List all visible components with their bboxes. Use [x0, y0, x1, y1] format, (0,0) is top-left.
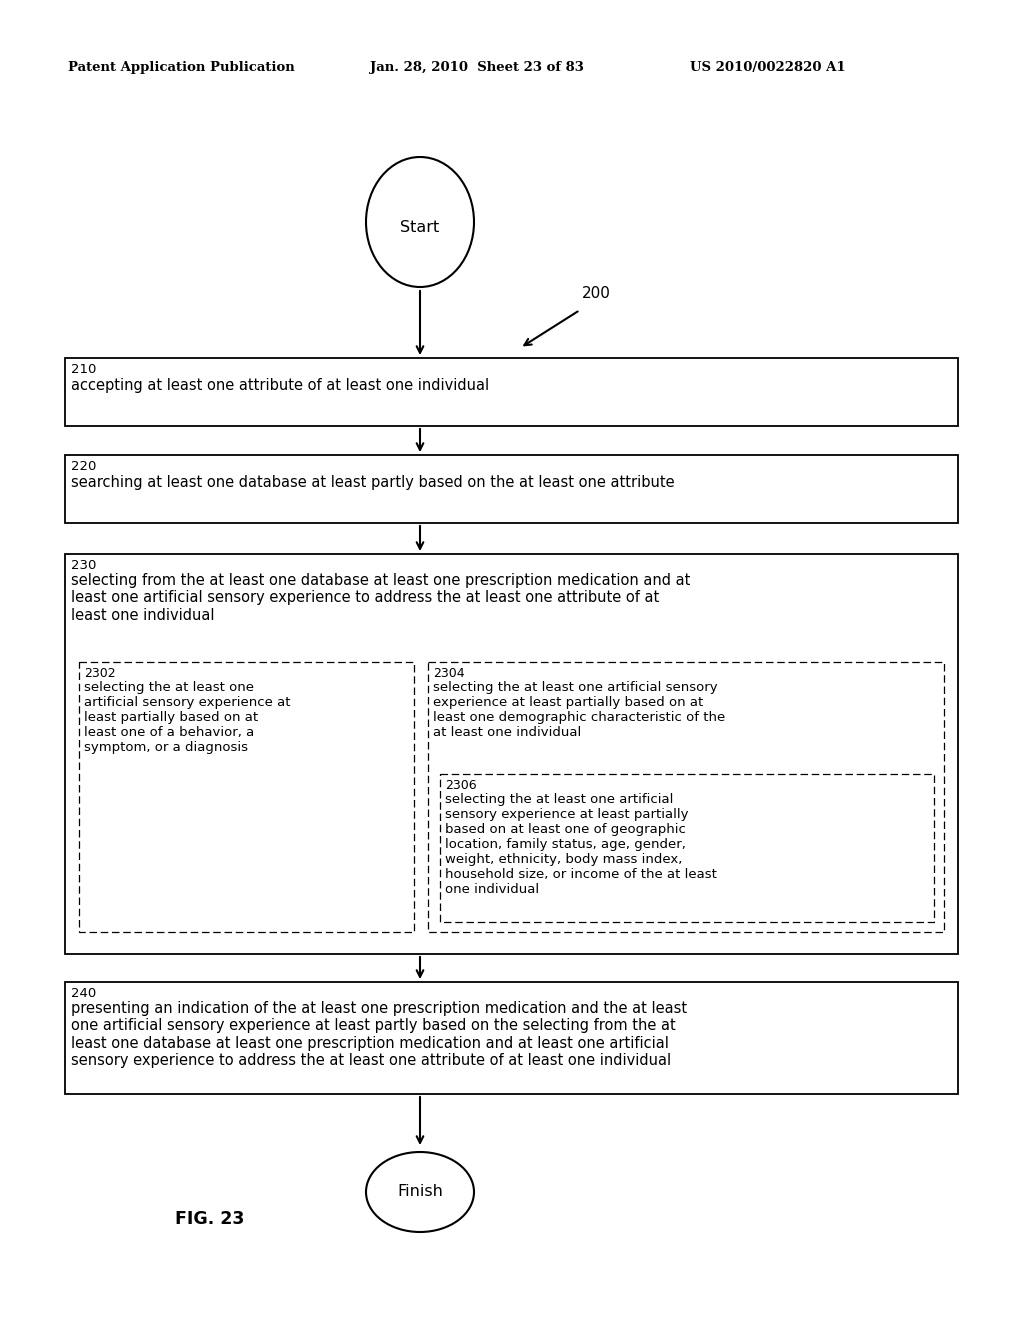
- Bar: [65, 554, 958, 954]
- Text: 210: 210: [71, 363, 96, 376]
- Bar: [79, 663, 414, 932]
- Bar: [440, 774, 934, 921]
- Text: selecting from the at least one database at least one prescription medication an: selecting from the at least one database…: [71, 573, 690, 623]
- Text: 2304: 2304: [433, 667, 465, 680]
- Text: Start: Start: [400, 219, 439, 235]
- Bar: [65, 982, 958, 1094]
- Text: Jan. 28, 2010  Sheet 23 of 83: Jan. 28, 2010 Sheet 23 of 83: [370, 62, 584, 74]
- Text: presenting an indication of the at least one prescription medication and the at : presenting an indication of the at least…: [71, 1001, 687, 1068]
- Bar: [65, 358, 958, 426]
- Text: selecting the at least one
artificial sensory experience at
least partially base: selecting the at least one artificial se…: [84, 681, 291, 754]
- Text: FIG. 23: FIG. 23: [175, 1210, 245, 1228]
- Text: Finish: Finish: [397, 1184, 443, 1200]
- Bar: [65, 455, 958, 523]
- Text: 2306: 2306: [445, 779, 476, 792]
- Text: 230: 230: [71, 558, 96, 572]
- Text: 240: 240: [71, 987, 96, 1001]
- Text: 200: 200: [582, 286, 611, 301]
- Text: selecting the at least one artificial sensory
experience at least partially base: selecting the at least one artificial se…: [433, 681, 725, 739]
- Bar: [428, 663, 944, 932]
- Text: searching at least one database at least partly based on the at least one attrib: searching at least one database at least…: [71, 475, 675, 490]
- Text: 2302: 2302: [84, 667, 116, 680]
- Text: selecting the at least one artificial
sensory experience at least partially
base: selecting the at least one artificial se…: [445, 793, 717, 896]
- Text: US 2010/0022820 A1: US 2010/0022820 A1: [690, 62, 846, 74]
- Text: accepting at least one attribute of at least one individual: accepting at least one attribute of at l…: [71, 378, 489, 393]
- Text: Patent Application Publication: Patent Application Publication: [68, 62, 295, 74]
- Text: 220: 220: [71, 459, 96, 473]
